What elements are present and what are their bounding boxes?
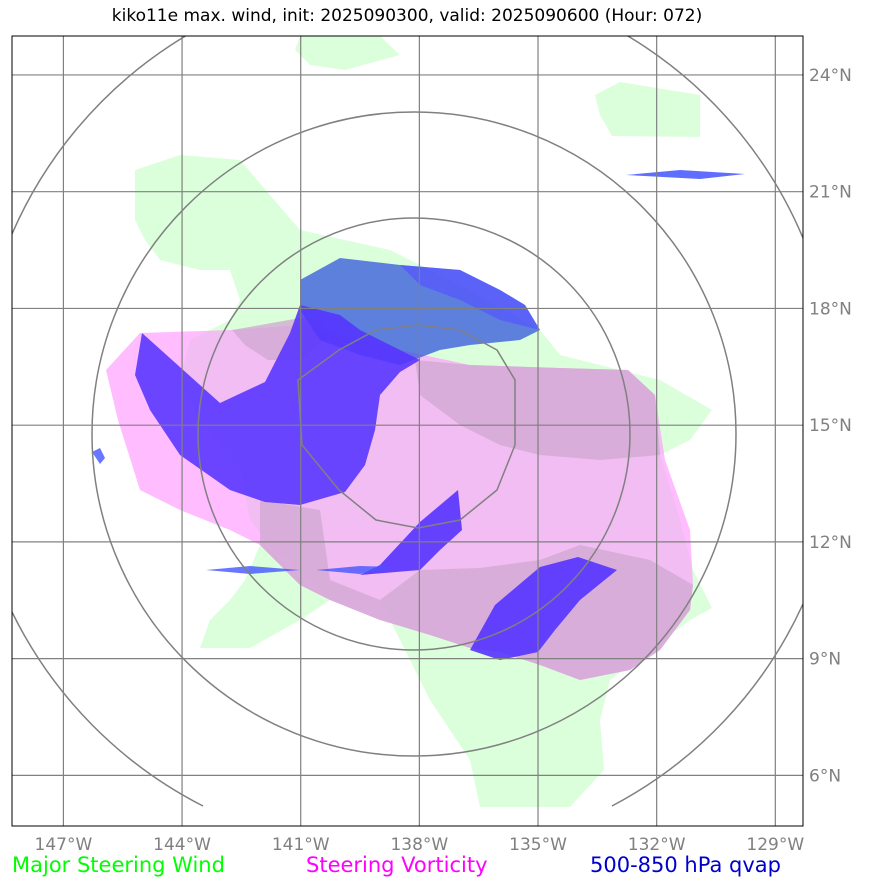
range-ring-1 xyxy=(297,324,516,529)
latitude-label: 6°N xyxy=(809,766,841,786)
qvap-dot-west xyxy=(92,448,105,464)
vorticity-overlap-south xyxy=(260,500,693,680)
longitude-label: 132°W xyxy=(628,835,686,855)
latitude-label: 12°N xyxy=(809,533,852,553)
longitude-label: 147°W xyxy=(35,835,93,855)
range-rings xyxy=(12,36,803,807)
qvap-streak-west xyxy=(206,566,300,574)
legend-steering-wind: Major Steering Wind xyxy=(12,853,225,877)
range-ring-2 xyxy=(197,217,631,651)
longitude-label: 144°W xyxy=(153,835,211,855)
qvap-streak-center xyxy=(316,566,395,574)
range-ring-4-east xyxy=(611,603,803,807)
legend-qvap: 500-850 hPa qvap xyxy=(590,853,781,877)
map-frame xyxy=(11,35,804,827)
qvap-area-south-center xyxy=(360,490,462,575)
map-title: kiko11e max. wind, init: 2025090300, val… xyxy=(111,6,703,26)
range-ring-3 xyxy=(91,111,737,757)
qvap-area-southeast xyxy=(470,557,617,660)
longitude-label: 129°W xyxy=(746,835,804,855)
latitude-labels: 24°N 21°N 18°N 15°N 12°N 9°N 6°N xyxy=(809,66,852,786)
longitude-label: 141°W xyxy=(272,835,330,855)
longitude-labels: 147°W 144°W 141°W 138°W 135°W 132°W 129°W xyxy=(35,835,805,855)
qvap-layer xyxy=(92,170,745,660)
wind-area-northeast xyxy=(595,82,700,137)
longitude-label: 135°W xyxy=(509,835,567,855)
latitude-label: 15°N xyxy=(809,416,852,436)
latitude-label: 18°N xyxy=(809,299,852,319)
qvap-streak-northeast xyxy=(626,170,745,179)
graticule xyxy=(12,36,803,826)
wind-area-north xyxy=(295,36,400,70)
qvap-area-west xyxy=(135,305,420,505)
range-ring-4 xyxy=(12,36,803,239)
latitude-label: 24°N xyxy=(809,66,852,86)
qvap-area-north-edge xyxy=(400,265,540,330)
longitude-label: 138°W xyxy=(390,835,448,855)
legend-steering-vorticity: Steering Vorticity xyxy=(306,853,488,877)
range-ring-4-west xyxy=(12,611,204,807)
latitude-label: 21°N xyxy=(809,183,852,203)
latitude-label: 9°N xyxy=(809,650,841,670)
